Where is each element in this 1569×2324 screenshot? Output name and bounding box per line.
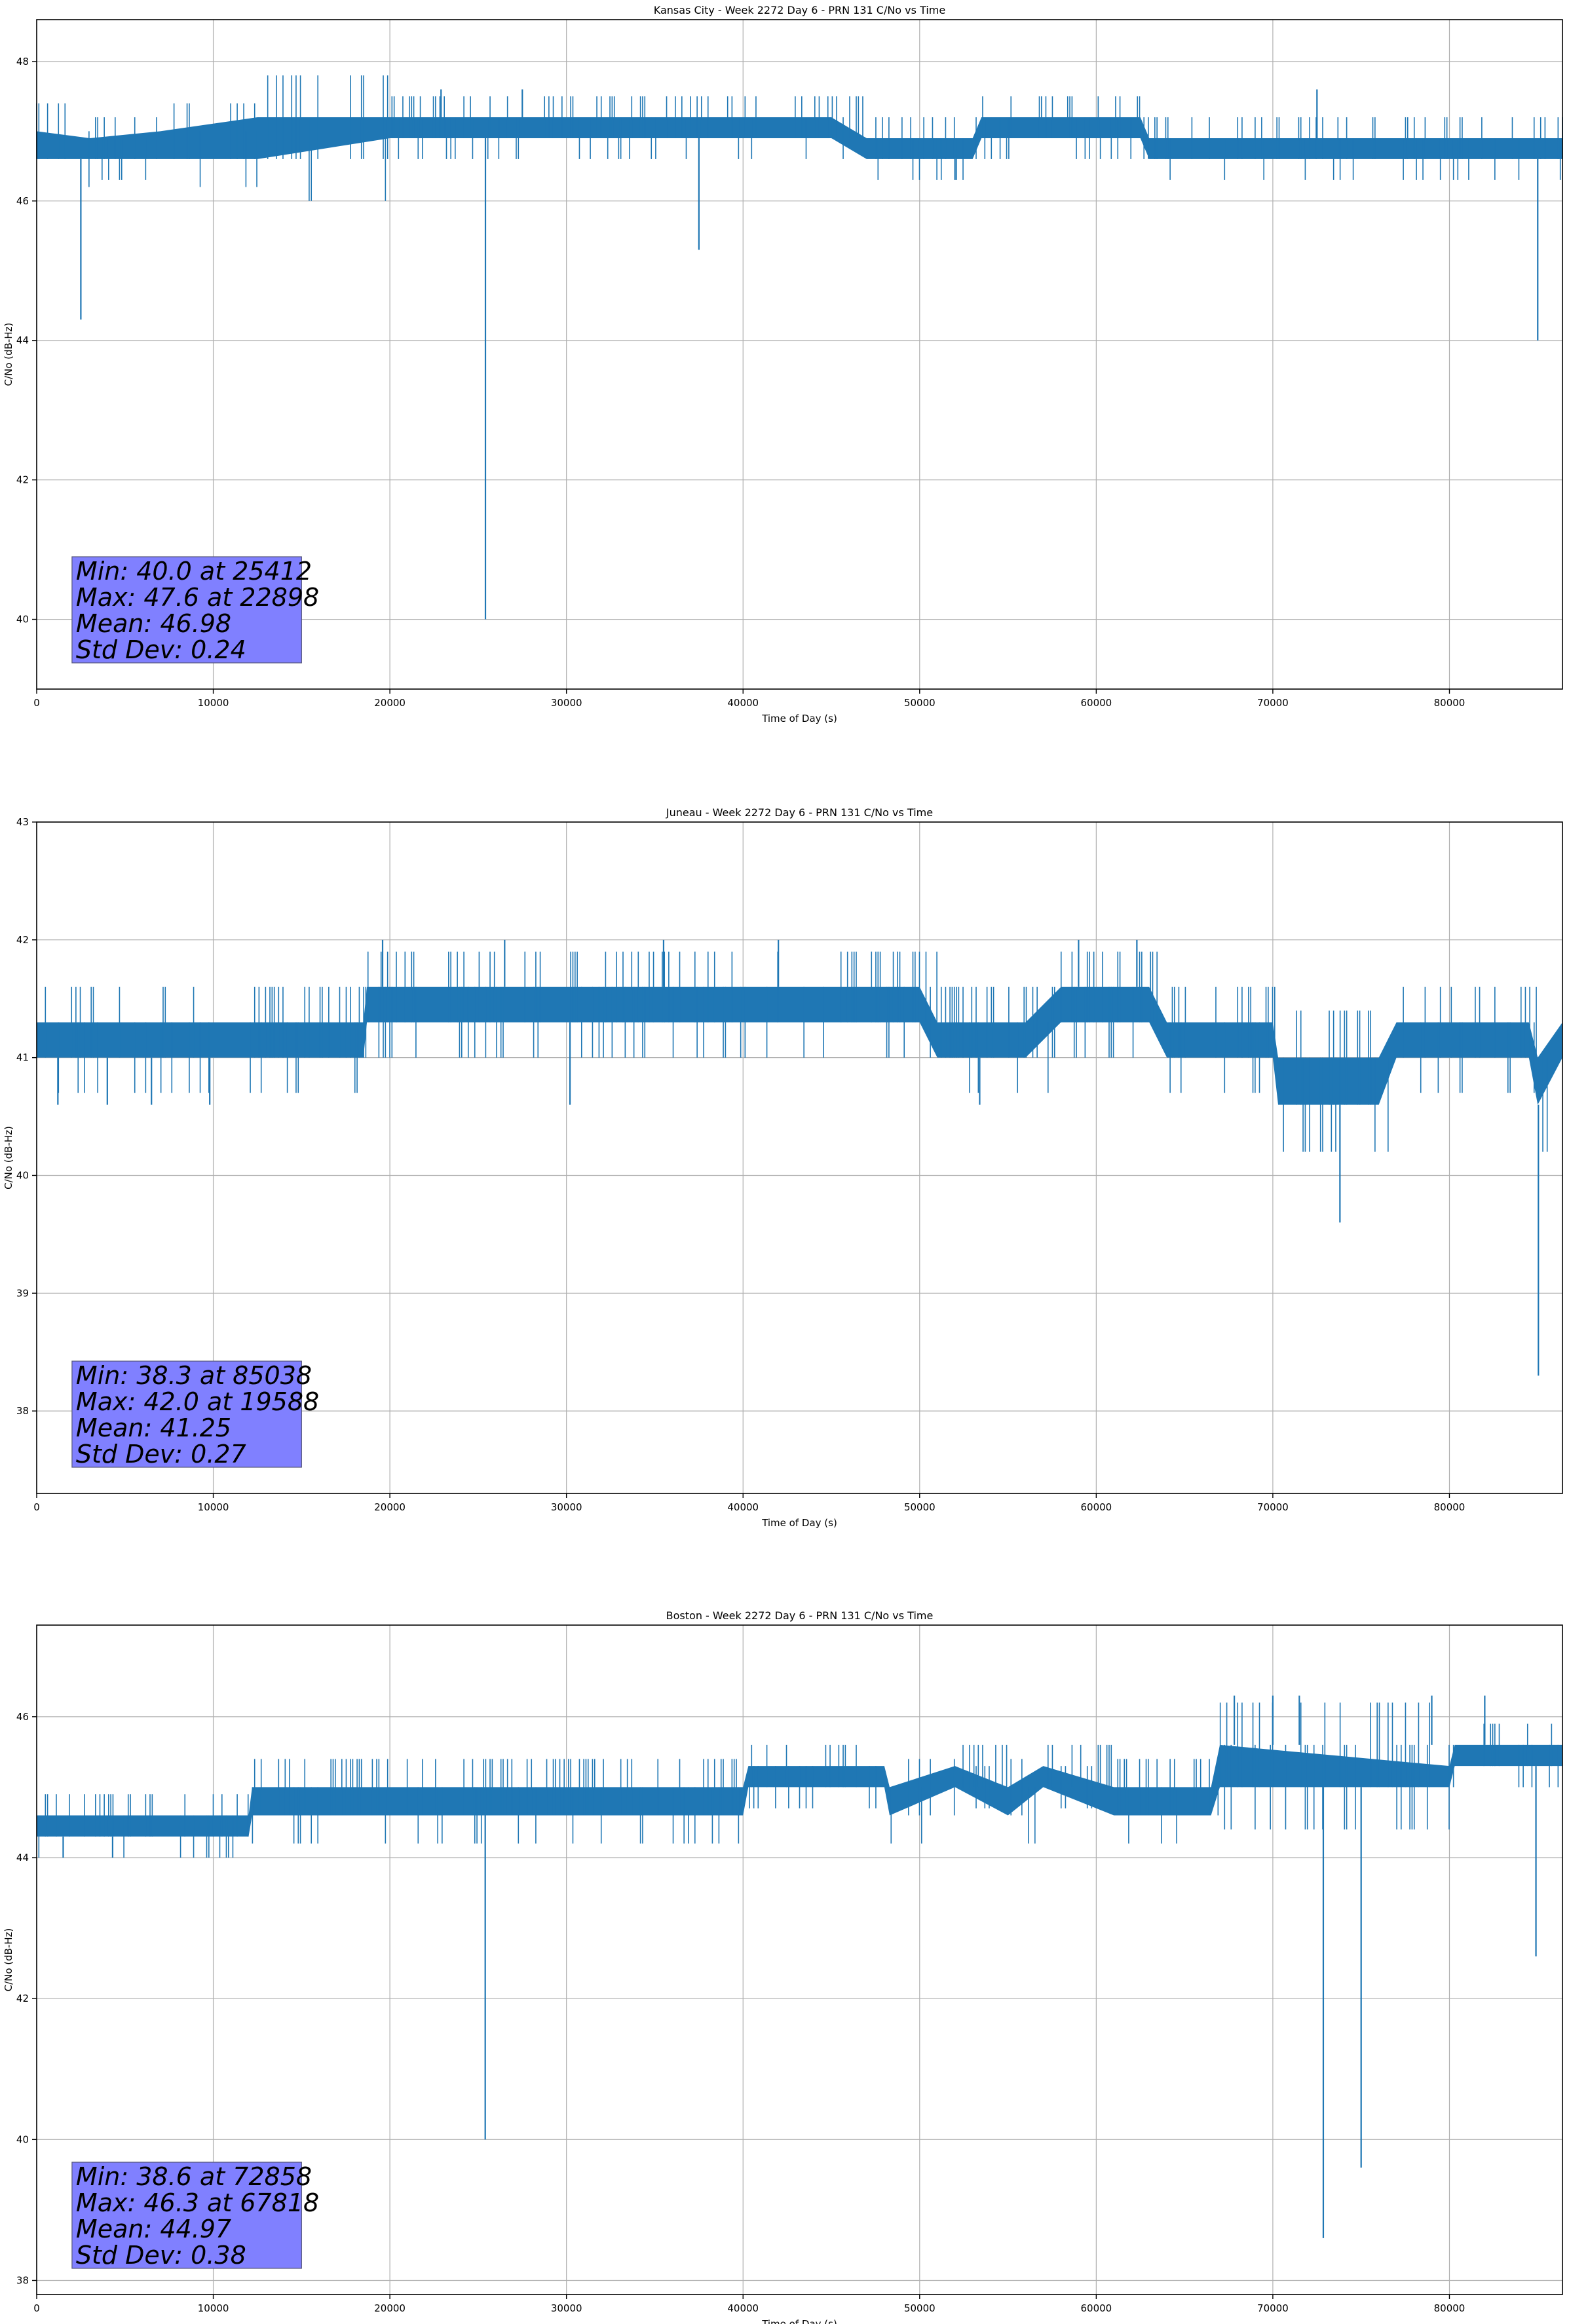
y-tick-label: 41 (16, 1052, 29, 1064)
x-axis-label: Time of Day (s) (761, 2318, 837, 2324)
x-tick-label: 0 (33, 697, 40, 709)
stats-line: Max: 47.6 at 22898 (76, 583, 319, 612)
y-tick-label: 40 (16, 2133, 29, 2145)
x-tick-label: 30000 (551, 1501, 582, 1513)
y-tick-label: 48 (16, 56, 29, 67)
x-tick-label: 30000 (551, 697, 582, 709)
y-tick-label: 46 (16, 1711, 29, 1723)
y-axis-label: C/No (dB-Hz) (3, 1126, 14, 1190)
x-axis-label: Time of Day (s) (761, 1517, 837, 1529)
series-1 (36, 75, 1563, 620)
stats-line: Min: 38.6 at 72858 (76, 2162, 312, 2191)
x-tick-label: 0 (33, 1501, 40, 1513)
series-band (37, 986, 1562, 1105)
y-tick-label: 43 (16, 816, 29, 828)
chart-title: Boston - Week 2272 Day 6 - PRN 131 C/No … (666, 1609, 934, 1622)
y-tick-label: 42 (16, 934, 29, 946)
stats-line: Mean: 46.98 (76, 609, 231, 638)
y-tick-label: 38 (16, 2274, 29, 2286)
chart-panel-1: 0 10000 20000 30000 40000 50000 60000 70000 8000… (3, 4, 1563, 724)
chart-title: Juneau - Week 2272 Day 6 - PRN 131 C/No … (666, 806, 933, 819)
y-tick-label: 44 (16, 1852, 29, 1864)
x-tick-label: 60000 (1081, 697, 1112, 709)
y-tick-label: 39 (16, 1287, 29, 1299)
x-tick-label: 10000 (198, 2302, 229, 2314)
chart-panel-2: 0 10000 20000 30000 40000 50000 60000 70000 8000… (3, 806, 1563, 1529)
stats-line: Min: 40.0 at 25412 (76, 557, 312, 586)
stats-line: Max: 42.0 at 19588 (76, 1387, 319, 1416)
stats-line: Std Dev: 0.27 (76, 1440, 246, 1469)
x-tick-label: 60000 (1081, 2302, 1112, 2314)
x-tick-label: 20000 (374, 1501, 406, 1513)
x-tick-label: 40000 (727, 2302, 759, 2314)
x-tick-label: 60000 (1081, 1501, 1112, 1513)
chart-panel-3: 0 10000 20000 30000 40000 50000 60000 70000 8000… (3, 1609, 1563, 2324)
x-tick-label: 40000 (727, 1501, 759, 1513)
x-tick-label: 70000 (1257, 2302, 1289, 2314)
y-axis-label: C/No (dB-Hz) (3, 1928, 14, 1992)
x-tick-label: 50000 (904, 697, 936, 709)
y-tick-label: 46 (16, 195, 29, 207)
stats-line: Mean: 44.97 (76, 2215, 231, 2243)
series-1 (37, 1695, 1562, 2238)
stats-line: Max: 46.3 at 67818 (76, 2188, 319, 2217)
y-tick-label: 44 (16, 335, 29, 347)
x-tick-label: 80000 (1434, 697, 1465, 709)
series-1 (37, 939, 1562, 1376)
y-tick-label: 38 (16, 1405, 29, 1417)
x-tick-label: 20000 (374, 2302, 406, 2314)
x-tick-label: 80000 (1434, 1501, 1465, 1513)
stats-line: Mean: 41.25 (76, 1414, 231, 1442)
series-jitter (36, 75, 1563, 201)
y-tick-label: 40 (16, 614, 29, 626)
y-tick-label: 42 (16, 1993, 29, 2004)
x-tick-label: 50000 (904, 1501, 936, 1513)
stats-box-background (71, 1360, 302, 1468)
series-jitter (38, 1702, 1559, 1858)
axes-frame (36, 19, 1563, 690)
x-tick-label: 40000 (727, 697, 759, 709)
y-axis-label: C/No (dB-Hz) (3, 323, 14, 386)
stats-box-background (71, 556, 302, 664)
x-tick-label: 50000 (904, 2302, 936, 2314)
x-axis-label: Time of Day (s) (761, 713, 837, 724)
x-tick-label: 30000 (551, 2302, 582, 2314)
chart-title: Kansas City - Week 2272 Day 6 - PRN 131 … (654, 4, 945, 16)
y-tick-label: 42 (16, 474, 29, 486)
x-tick-label: 70000 (1257, 697, 1289, 709)
stats-box-background (71, 2162, 302, 2269)
x-tick-label: 80000 (1434, 2302, 1465, 2314)
stats-line: Min: 38.3 at 85038 (76, 1361, 312, 1390)
x-tick-label: 10000 (198, 697, 229, 709)
stats-line: Std Dev: 0.24 (76, 635, 246, 664)
stats-line: Std Dev: 0.38 (76, 2241, 246, 2270)
y-tick-label: 40 (16, 1169, 29, 1181)
x-tick-label: 20000 (374, 697, 406, 709)
x-tick-label: 0 (33, 2302, 40, 2314)
x-tick-label: 70000 (1257, 1501, 1289, 1513)
axes-frame (36, 1624, 1563, 2295)
x-tick-label: 10000 (198, 1501, 229, 1513)
axes-frame (36, 821, 1563, 1494)
